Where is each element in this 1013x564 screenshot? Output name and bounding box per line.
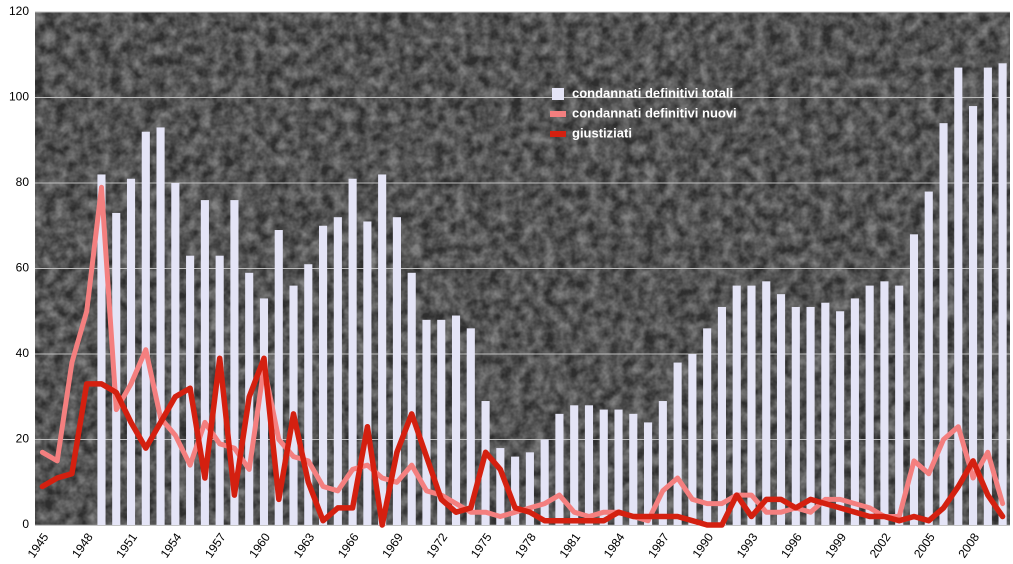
bar (791, 306, 800, 525)
x-tick-label: 1972 (424, 530, 451, 560)
bar (200, 200, 209, 525)
legend-label: condannati definitivi totali (572, 85, 733, 100)
bar (126, 178, 136, 525)
legend-label: condannati definitivi nuovi (572, 105, 737, 120)
bar (717, 306, 726, 525)
x-tick-label: 2008 (955, 530, 982, 560)
bar (540, 439, 549, 525)
legend-label: giustiziati (572, 125, 632, 140)
y-tick-label: 0 (22, 517, 29, 531)
bar (259, 298, 269, 525)
bar (570, 405, 579, 525)
bar (274, 230, 283, 525)
x-tick-label: 2005 (911, 530, 938, 560)
x-tick-label: 1999 (822, 530, 849, 560)
bar (304, 264, 313, 525)
bar (895, 285, 904, 525)
bar (703, 328, 712, 525)
bar (658, 401, 667, 525)
bar (629, 413, 638, 525)
bar (673, 362, 682, 525)
x-tick-label: 1966 (335, 530, 362, 560)
line (39, 355, 1006, 528)
bar (747, 285, 756, 525)
x-tick-label: 1975 (468, 530, 495, 560)
bar (319, 225, 328, 525)
bar (850, 298, 859, 525)
x-tick-label: 1954 (158, 530, 185, 560)
bar (333, 217, 342, 525)
bar (363, 221, 372, 525)
bar (865, 285, 874, 525)
bar (451, 315, 461, 525)
bar (289, 285, 298, 525)
bar (215, 255, 224, 526)
bar (599, 409, 608, 525)
bar (836, 311, 845, 525)
bar (496, 448, 505, 525)
y-tick-label: 80 (16, 175, 30, 189)
bar (969, 106, 978, 526)
x-tick-label: 1981 (556, 530, 583, 560)
bar (555, 413, 564, 525)
x-tick-label: 1951 (113, 530, 140, 560)
bar (112, 212, 121, 526)
y-tick-label: 60 (16, 261, 30, 275)
x-tick-label: 1963 (291, 530, 318, 560)
bar (776, 294, 786, 525)
x-tick-label: 1960 (246, 530, 273, 560)
y-tick-label: 100 (9, 90, 29, 104)
bar (762, 281, 771, 525)
bar (688, 354, 697, 525)
x-tick-label: 1948 (69, 530, 96, 560)
bar (806, 306, 815, 525)
legend-swatch (552, 88, 564, 100)
bar (97, 174, 106, 525)
x-tick-label: 1984 (601, 530, 628, 560)
bar (466, 328, 475, 525)
x-tick-label: 1996 (778, 530, 805, 560)
y-tick-label: 120 (9, 4, 29, 18)
bar (437, 319, 446, 525)
bar (939, 123, 948, 526)
bar (644, 422, 653, 525)
x-tick-label: 1978 (512, 530, 539, 560)
x-tick-label: 1945 (25, 530, 52, 560)
x-tick-label: 1957 (202, 530, 229, 560)
bar (821, 302, 830, 525)
bar (141, 131, 150, 525)
bar (511, 456, 520, 525)
x-tick-label: 1990 (689, 530, 716, 560)
bar (983, 67, 992, 525)
bar (584, 405, 594, 525)
bar (525, 452, 534, 525)
bar (909, 234, 919, 526)
bar (998, 63, 1007, 526)
bar (732, 285, 741, 525)
bar (156, 127, 165, 526)
x-tick-label: 2002 (867, 530, 894, 560)
bar (230, 200, 239, 525)
y-tick-label: 20 (16, 432, 30, 446)
bar (378, 174, 387, 525)
bar (171, 183, 180, 525)
y-tick-label: 40 (16, 346, 30, 360)
bar (880, 281, 889, 525)
x-tick-label: 1969 (379, 530, 406, 560)
bar (392, 217, 401, 525)
x-tick-label: 1987 (645, 530, 672, 560)
bar (422, 319, 431, 525)
x-tick-label: 1993 (734, 530, 761, 560)
bar (614, 409, 623, 525)
bar (348, 178, 357, 525)
bar (924, 191, 933, 526)
bar (407, 272, 416, 525)
bar (954, 67, 963, 525)
